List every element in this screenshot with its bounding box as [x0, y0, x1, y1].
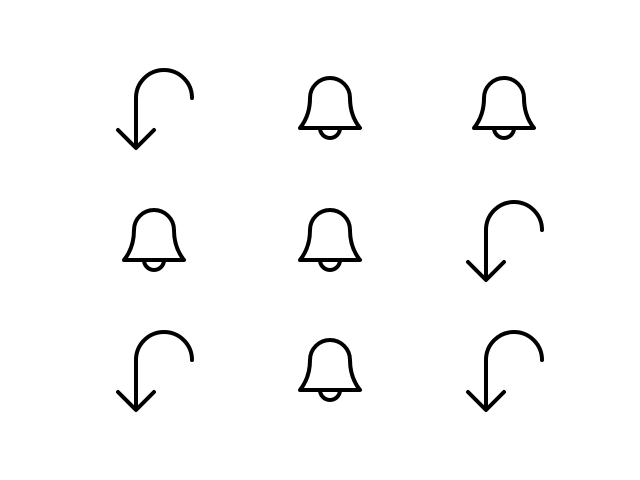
return-arrow-icon	[456, 326, 552, 422]
bell-icon	[106, 196, 202, 292]
bell-icon	[282, 64, 378, 160]
return-arrow-icon	[456, 196, 552, 292]
bell-icon	[282, 196, 378, 292]
return-arrow-icon	[106, 326, 202, 422]
bell-icon	[282, 326, 378, 422]
bell-icon	[456, 64, 552, 160]
return-arrow-icon	[106, 64, 202, 160]
